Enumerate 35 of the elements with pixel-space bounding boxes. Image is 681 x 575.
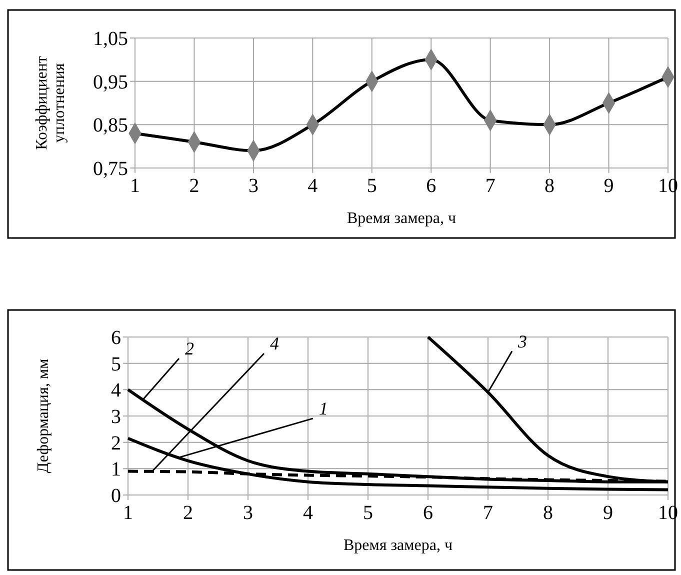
x-tick-label: 4: [308, 175, 318, 197]
y-axis-title: Деформация, мм: [35, 358, 52, 474]
x-tick-label: 3: [248, 175, 258, 197]
x-tick-label: 9: [604, 175, 614, 197]
x-axis-title: Время замера, ч: [346, 210, 456, 227]
y-tick-label: 6: [111, 327, 121, 349]
y-tick-label: 5: [111, 353, 121, 376]
y-tick-label: 4: [111, 380, 121, 402]
x-tick-label: 3: [243, 502, 253, 524]
x-tick-label: 8: [543, 502, 553, 524]
x-axis-title: Время замера, ч: [343, 537, 453, 554]
text: 1: [319, 398, 328, 418]
y-tick-label: 1: [111, 458, 121, 481]
text: 2: [185, 338, 194, 359]
y-tick-label: 1,05: [93, 28, 128, 50]
x-tick-label: 7: [485, 175, 496, 197]
x-tick-label: 4: [303, 502, 313, 524]
text: 3: [517, 331, 527, 352]
y-tick-label: 0,75: [93, 158, 128, 180]
x-tick-label: 2: [183, 502, 193, 524]
y-axis-title: Коэффициент уплотнения: [33, 56, 68, 150]
x-tick-label: 6: [426, 175, 436, 197]
y-tick-label: 0,95: [93, 71, 128, 94]
x-tick-label: 5: [366, 175, 377, 197]
x-tick-label: 2: [189, 175, 200, 197]
x-tick-label: 5: [363, 502, 373, 524]
x-tick-label: 9: [603, 502, 613, 524]
y-tick-label: 3: [111, 406, 121, 428]
x-tick-label: 8: [544, 175, 555, 197]
y-tick-label: 0,85: [93, 114, 128, 137]
y-tick-label: 2: [111, 432, 121, 454]
x-tick-label: 6: [423, 502, 433, 524]
y-tick-label: 0: [111, 485, 121, 507]
text: 4: [270, 334, 279, 354]
x-tick-label: 7: [483, 502, 493, 524]
